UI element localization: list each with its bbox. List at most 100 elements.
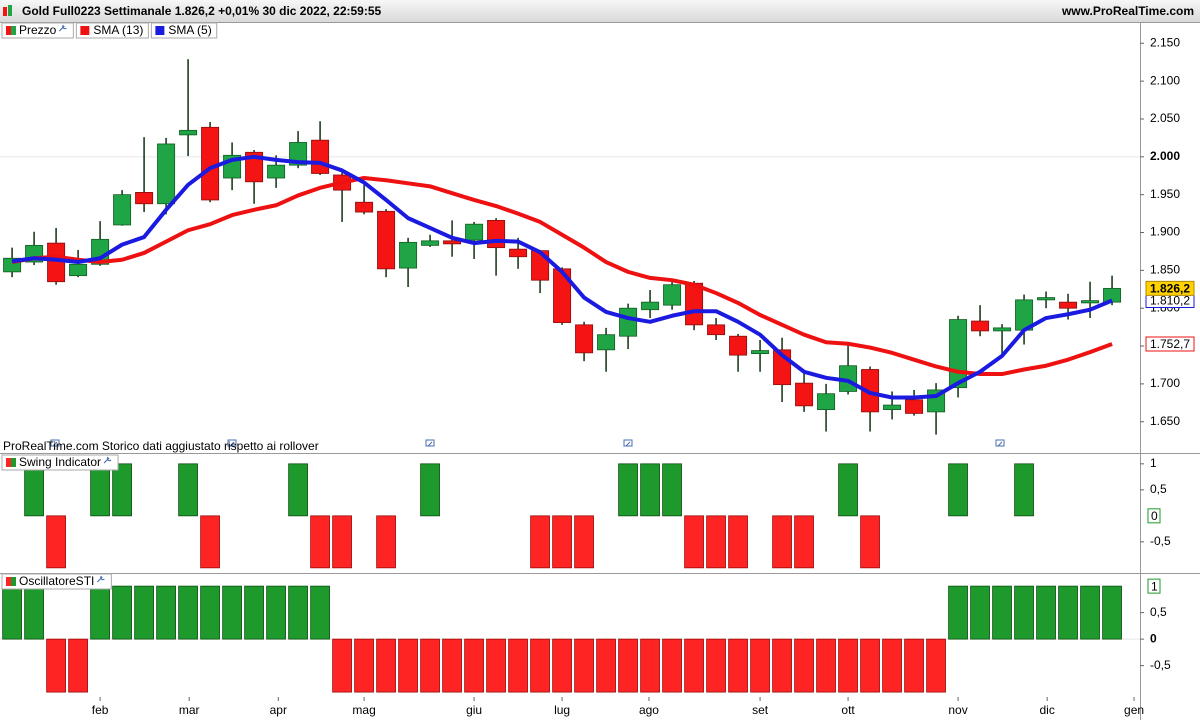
candle-body: [905, 399, 924, 414]
x-tick-label: dic: [1039, 703, 1054, 717]
y-tick-label: 2.000: [1150, 149, 1180, 163]
legend-box: [75, 22, 149, 39]
candle-body: [399, 241, 418, 269]
bar: [970, 585, 990, 640]
last-value-box: [1147, 508, 1161, 524]
bar: [288, 463, 308, 517]
candle-body: [619, 307, 638, 337]
bar: [860, 638, 880, 693]
last-value-box: [1145, 280, 1195, 296]
x-tick-label: giu: [466, 703, 482, 717]
bar: [24, 463, 44, 517]
last-value-box: [1147, 578, 1161, 594]
candle-body: [971, 320, 990, 332]
bar: [640, 463, 660, 517]
x-tick-label: set: [752, 703, 769, 717]
bar: [574, 638, 594, 693]
candle-body: [597, 334, 616, 351]
candle-body: [795, 382, 814, 407]
bar: [574, 515, 594, 569]
bar: [838, 638, 858, 693]
legend-swatch: [155, 26, 165, 35]
legend-swatch: [11, 458, 16, 467]
legend: Swing Indicator: [1, 454, 119, 471]
candle-body: [1081, 300, 1100, 304]
legend-label: SMA (13): [93, 23, 143, 37]
bar: [442, 638, 462, 693]
x-tick-label: ago: [639, 703, 659, 717]
bar: [816, 638, 836, 693]
x-tick-label: apr: [270, 703, 287, 717]
bar: [838, 463, 858, 517]
bar: [794, 515, 814, 569]
legend-label: OscillatoreSTI: [19, 574, 94, 588]
bar: [530, 515, 550, 569]
bar: [68, 638, 88, 693]
bar: [948, 585, 968, 640]
candle-body: [421, 240, 440, 246]
candle-body: [729, 335, 748, 356]
panel: [0, 585, 1140, 693]
bar: [618, 463, 638, 517]
bar: [310, 585, 330, 640]
rollover-marker: [425, 439, 435, 447]
bar: [882, 638, 902, 693]
bar: [310, 515, 330, 569]
last-value-box: [1145, 336, 1195, 352]
y-tick-label: 1.950: [1150, 187, 1180, 201]
header-title: Gold Full0223 Settimanale 1.826,2 +0,01%…: [22, 4, 382, 18]
bar: [1014, 585, 1034, 640]
bar: [1102, 585, 1122, 640]
settings-icon: [96, 575, 105, 583]
bar: [728, 515, 748, 569]
legend-swatch: [11, 577, 16, 586]
bar: [46, 515, 66, 569]
y-tick-label: 1.850: [1150, 263, 1180, 277]
bar: [728, 638, 748, 693]
x-tick-label: nov: [948, 703, 967, 717]
legend-box: [1, 454, 119, 471]
rollover-marker: [50, 439, 60, 447]
candle-body: [949, 319, 968, 389]
candle-body: [465, 223, 484, 241]
x-tick-label: feb: [92, 703, 109, 717]
rollover-marker: [623, 439, 633, 447]
y-tick-label: 1: [1150, 456, 1157, 470]
bar: [2, 585, 22, 640]
candle-body: [663, 284, 682, 306]
bar: [420, 638, 440, 693]
bar: [46, 638, 66, 693]
y-tick-label: 0,5: [1150, 482, 1167, 496]
bar: [508, 638, 528, 693]
legend-label: Prezzo: [19, 23, 57, 37]
bar: [552, 638, 572, 693]
candle-body: [355, 201, 374, 213]
candle-body: [267, 164, 286, 179]
bar: [860, 515, 880, 569]
legend-swatch: [11, 26, 16, 35]
bar: [332, 515, 352, 569]
candle-body: [487, 220, 506, 249]
chart-note: ProRealTime.com Storico dati aggiustato …: [3, 439, 319, 453]
bar: [1014, 463, 1034, 517]
bar: [684, 515, 704, 569]
last-value-label: 1.810,2: [1150, 294, 1190, 308]
header-icon: [3, 7, 7, 16]
x-tick-label: mag: [352, 703, 375, 717]
last-value-label: 0: [1151, 509, 1158, 523]
panel: [24, 463, 1034, 569]
panel: [0, 59, 1140, 435]
bar: [552, 515, 572, 569]
candle-body: [883, 404, 902, 411]
candle-body: [443, 240, 462, 245]
rollover-markers: [50, 439, 1005, 447]
candle-body: [751, 350, 770, 355]
bar: [640, 638, 660, 693]
settings-icon: [103, 456, 112, 464]
bar: [398, 638, 418, 693]
bar: [662, 463, 682, 517]
bar: [706, 515, 726, 569]
x-tick-label: gen: [1124, 703, 1144, 717]
candle-body: [1103, 287, 1122, 303]
